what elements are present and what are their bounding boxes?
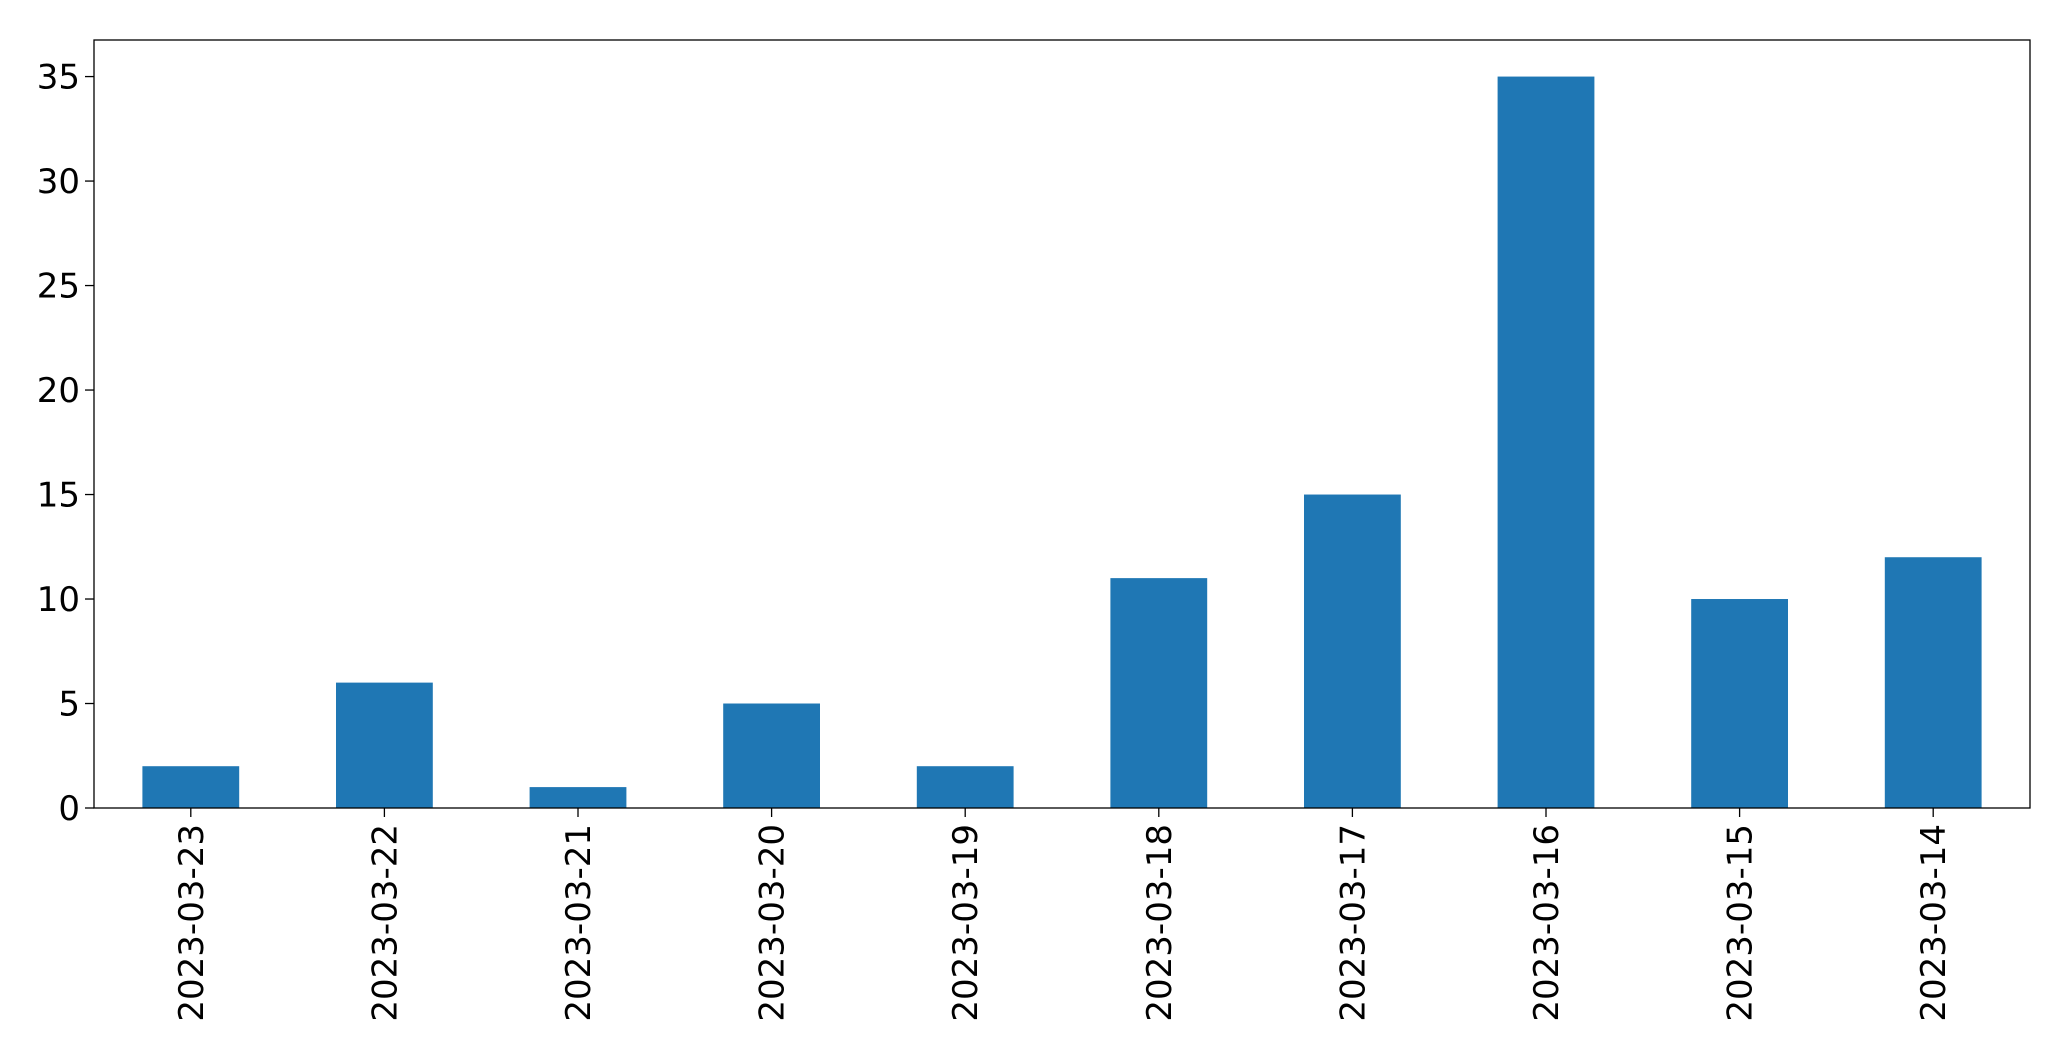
x-tick-label: 2023-03-22 bbox=[365, 824, 405, 1022]
y-tick-label: 35 bbox=[37, 58, 80, 98]
x-tick-label: 2023-03-14 bbox=[1914, 824, 1954, 1022]
plot-frame bbox=[93, 39, 2031, 809]
x-tick-label: 2023-03-15 bbox=[1721, 824, 1761, 1022]
bar bbox=[723, 703, 820, 808]
x-tick-label: 2023-03-18 bbox=[1140, 824, 1180, 1022]
y-tick-label: 15 bbox=[37, 476, 80, 516]
x-tick-label: 2023-03-21 bbox=[559, 824, 599, 1022]
bar bbox=[336, 682, 433, 808]
x-tick-label: 2023-03-19 bbox=[946, 824, 986, 1022]
bar bbox=[1884, 557, 1982, 808]
x-tick-label: 2023-03-20 bbox=[753, 824, 793, 1022]
y-tick-label: 30 bbox=[37, 162, 80, 202]
y-tick-label: 10 bbox=[37, 580, 80, 620]
x-tick-label: 2023-03-23 bbox=[172, 824, 212, 1022]
bar bbox=[1691, 599, 1788, 808]
bar bbox=[142, 766, 240, 808]
bar bbox=[529, 787, 627, 808]
y-tick-label: 0 bbox=[58, 789, 80, 829]
x-tick-label: 2023-03-16 bbox=[1527, 824, 1567, 1022]
x-tick-label: 2023-03-17 bbox=[1333, 824, 1373, 1022]
y-tick-label: 20 bbox=[37, 371, 80, 411]
y-tick-label: 25 bbox=[37, 267, 80, 307]
bar bbox=[916, 766, 1014, 808]
y-tick-label: 5 bbox=[58, 685, 80, 725]
bar bbox=[1110, 578, 1208, 808]
bar bbox=[1497, 76, 1595, 809]
bar bbox=[1304, 494, 1401, 808]
